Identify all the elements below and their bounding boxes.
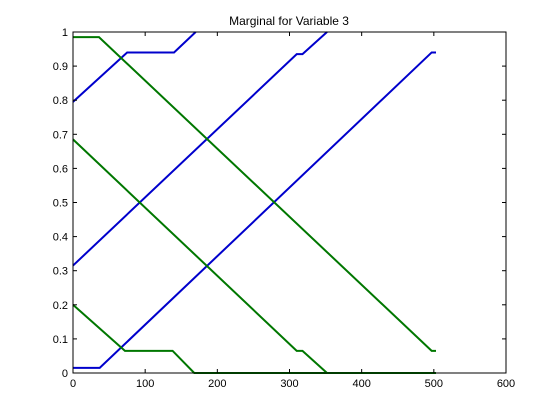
- y-axis: 0 0.1 0.2 0.3 0.4 0.5 0.6 0.7 0.8 0.9 1: [53, 27, 506, 380]
- y-tick-label: 0.9: [53, 61, 68, 73]
- x-tick-label: 300: [280, 378, 298, 390]
- y-tick-label: 0.7: [53, 129, 68, 141]
- series-line-3: [73, 51, 436, 369]
- y-tick-label: 0.5: [53, 198, 68, 210]
- series-line-4: [73, 36, 436, 352]
- y-tick-label: 0.8: [53, 95, 68, 107]
- chart-title: Marginal for Variable 3: [229, 14, 349, 28]
- y-tick-label: 1: [62, 27, 68, 39]
- plot-frame: [72, 31, 507, 374]
- x-tick-label: 200: [208, 378, 226, 390]
- y-tick-label: 0.3: [53, 266, 68, 278]
- series-line-1: [72, 31, 197, 103]
- series-layer: [72, 31, 436, 374]
- x-tick-label: 0: [70, 378, 76, 390]
- series-line-2: [72, 31, 328, 267]
- series-line-5: [72, 138, 436, 374]
- y-tick-label: 0.6: [53, 163, 68, 175]
- x-axis: 0 100 200 300 400 500 600: [70, 32, 515, 390]
- x-tick-label: 100: [136, 378, 154, 390]
- y-tick-label: 0.2: [53, 300, 68, 312]
- y-tick-label: 0.1: [53, 334, 68, 346]
- series-line-6: [72, 304, 436, 374]
- x-tick-label: 600: [497, 378, 515, 390]
- y-tick-label: 0: [62, 368, 68, 380]
- x-tick-label: 500: [425, 378, 443, 390]
- y-tick-label: 0.4: [53, 232, 68, 244]
- x-tick-label: 400: [352, 378, 370, 390]
